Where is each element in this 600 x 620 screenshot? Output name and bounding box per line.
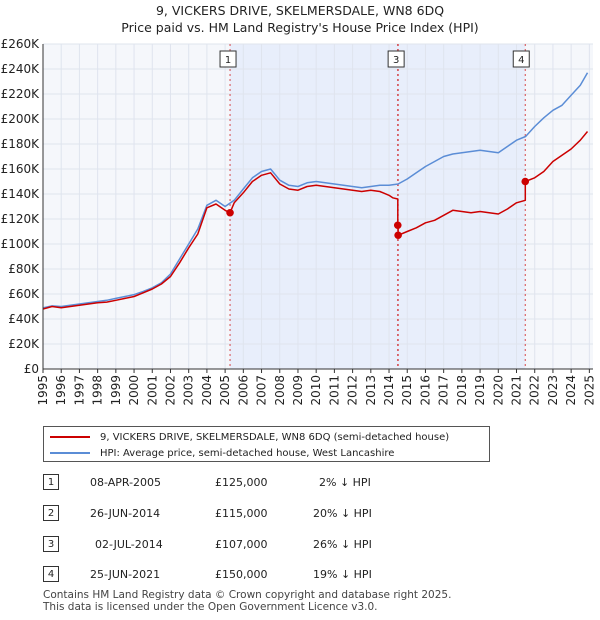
x-tick-label: 2006 (236, 375, 250, 406)
legend-item-property: 9, VICKERS DRIVE, SKELMERSDALE, WN8 6DQ … (50, 429, 449, 445)
transaction-point (521, 177, 530, 186)
transaction-date: 08-APR-2005 (90, 476, 162, 489)
transaction-price: £150,000 (215, 568, 268, 581)
x-tick-label: 1997 (72, 375, 86, 406)
y-tick-label: £80K (8, 262, 40, 276)
x-tick-label: 2017 (437, 375, 451, 406)
marker-labels: 1 3 4 (219, 50, 530, 68)
x-tick-label: 2010 (309, 375, 323, 406)
transaction-hpi: 19% ↓ HPI (313, 568, 372, 581)
x-tick-label: 2025 (582, 375, 596, 406)
y-tick-label: £120K (1, 212, 41, 226)
chart-title: 9, VICKERS DRIVE, SKELMERSDALE, WN8 6DQ (156, 3, 444, 18)
marker-label-box (387, 50, 405, 68)
x-axis: 1995 1996 1997 1998 1999 2000 2001 2002 2003 2004… (36, 368, 596, 406)
y-tick-label: £260K (1, 37, 41, 51)
x-tick-label: 2015 (400, 375, 414, 406)
transaction-badge: 2 (43, 505, 59, 521)
x-tick-label: 2023 (546, 375, 560, 406)
x-tick-label: 2013 (364, 375, 378, 406)
transaction-markers (226, 177, 530, 240)
x-tick-label: 2024 (564, 375, 578, 406)
y-tick-label: £200K (1, 112, 41, 126)
transaction-hpi: 26% ↓ HPI (313, 538, 372, 551)
x-tick-label: 1996 (54, 375, 68, 406)
x-tick-label: 1995 (36, 375, 50, 406)
transaction-price: £115,000 (215, 507, 268, 520)
marker-label-text: 1 (225, 55, 231, 66)
legend: 9, VICKERS DRIVE, SKELMERSDALE, WN8 6DQ … (43, 426, 490, 462)
legend-swatch-red (50, 436, 90, 438)
y-tick-label: £220K (1, 87, 41, 101)
marker-label-box (512, 50, 530, 68)
transaction-date: 26-JUN-2014 (90, 507, 161, 520)
legend-label-property: 9, VICKERS DRIVE, SKELMERSDALE, WN8 6DQ … (100, 431, 450, 443)
y-tick-label: £60K (8, 287, 40, 301)
y-tick-label: £160K (1, 162, 41, 176)
marker-label-text: 4 (518, 55, 524, 66)
x-tick-label: 2008 (273, 375, 287, 406)
x-tick-label: 1998 (91, 375, 105, 406)
x-tick-label: 2020 (491, 375, 505, 406)
y-tick-label: £240K (1, 62, 41, 76)
x-tick-label: 2019 (473, 375, 487, 406)
transaction-vlines (229, 44, 526, 369)
chart-subtitle: Price paid vs. HM Land Registry's House … (121, 20, 478, 35)
transaction-badge: 1 (43, 474, 59, 490)
x-tick-label: 2004 (200, 375, 214, 406)
attribution-line-1: Contains HM Land Registry data © Crown c… (43, 589, 452, 601)
property-price-line (42, 131, 589, 310)
transaction-badge: 3 (43, 536, 59, 552)
y-tick-label: £100K (1, 237, 41, 251)
x-tick-label: 2012 (346, 375, 360, 406)
x-tick-label: 2005 (218, 375, 232, 406)
transaction-point (393, 221, 402, 230)
x-tick-label: 2009 (291, 375, 305, 406)
legend-item-hpi: HPI: Average price, semi-detached house,… (50, 445, 394, 461)
x-tick-label: 2001 (145, 375, 159, 406)
x-tick-label: 2011 (327, 375, 341, 406)
y-axis: £0 £20K £40K £60K £80K £100K £120K £140K £160K £1… (1, 37, 44, 376)
x-tick-label: 1999 (109, 375, 123, 406)
marker-label-box (219, 50, 237, 68)
x-tick-label: 2014 (382, 375, 396, 406)
y-tick-label: £140K (1, 187, 41, 201)
transaction-price: £107,000 (215, 538, 268, 551)
x-tick-label: 2016 (418, 375, 432, 406)
price-chart: 9, VICKERS DRIVE, SKELMERSDALE, WN8 6DQ … (1, 3, 597, 406)
transaction-point (394, 231, 402, 240)
attribution-line-2: This data is licensed under the Open Gov… (43, 601, 378, 613)
transaction-price: £125,000 (215, 476, 268, 489)
y-tick-label: £180K (1, 137, 41, 151)
x-tick-label: 2021 (510, 375, 524, 406)
x-tick-label: 2022 (528, 375, 542, 406)
x-tick-label: 2000 (127, 375, 141, 406)
transaction-date: 25-JUN-2021 (90, 568, 161, 581)
y-tick-label: £20K (8, 337, 40, 351)
legend-label-hpi: HPI: Average price, semi-detached house,… (100, 447, 395, 459)
x-tick-label: 2003 (182, 375, 196, 406)
series-lines (42, 72, 589, 310)
transaction-date: 02-JUL-2014 (95, 538, 163, 551)
transaction-hpi: 20% ↓ HPI (313, 507, 372, 520)
legend-swatch-blue (50, 452, 90, 454)
y-tick-label: £0 (24, 362, 39, 376)
x-tick-label: 2007 (255, 375, 269, 406)
transaction-hpi: 2% ↓ HPI (319, 476, 371, 489)
x-tick-label: 2018 (455, 375, 469, 406)
transaction-badge: 4 (43, 566, 59, 582)
transaction-point (226, 208, 234, 217)
x-tick-label: 2002 (163, 375, 177, 406)
hpi-line (42, 72, 589, 309)
y-tick-label: £40K (8, 312, 40, 326)
ownership-shaded-region (230, 44, 526, 369)
gridlines (42, 43, 593, 370)
marker-label-text: 3 (393, 55, 399, 66)
attribution: Contains HM Land Registry data © Crown c… (43, 589, 451, 613)
